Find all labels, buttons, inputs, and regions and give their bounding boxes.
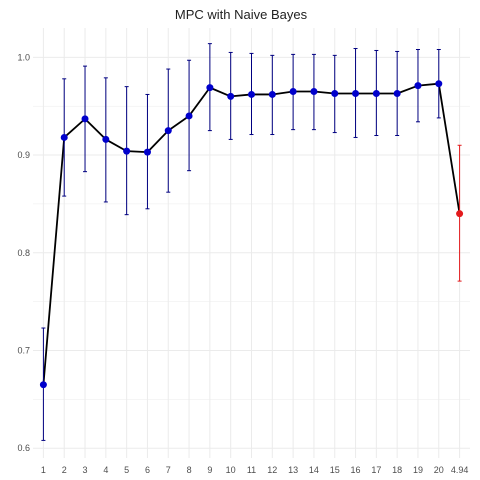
x-tick-label: 11 — [247, 465, 256, 475]
data-point — [331, 89, 339, 97]
x-tick-label: 1 — [41, 465, 46, 475]
y-tick-label: 0.8 — [17, 248, 30, 258]
x-tick-label: 9 — [207, 465, 212, 475]
data-point — [143, 148, 151, 156]
data-point — [352, 89, 360, 97]
data-point — [435, 80, 443, 88]
x-tick-label: 5 — [124, 465, 129, 475]
y-tick-label: 0.7 — [17, 346, 30, 356]
x-axis-ticks: 1 2 3 4 5 6 7 8 9 10 11 12 13 14 15 16 17 18 19 20 4.94 — [41, 465, 468, 475]
x-tick-label: 7 — [166, 465, 171, 475]
data-point — [372, 89, 380, 97]
x-tick-label: 12 — [267, 465, 277, 475]
data-point — [60, 133, 68, 141]
x-tick-label: 6 — [145, 465, 150, 475]
x-tick-label: 10 — [226, 465, 236, 475]
data-point — [164, 127, 172, 135]
data-point — [123, 147, 131, 155]
data-point — [414, 82, 422, 90]
data-point — [81, 115, 89, 123]
data-point — [102, 135, 110, 143]
x-tick-label: 13 — [288, 465, 298, 475]
data-point — [456, 210, 464, 218]
x-tick-label: 17 — [371, 465, 381, 475]
x-tick-label: 18 — [392, 465, 402, 475]
y-axis-ticks: 0.6 0.7 0.8 0.9 1.0 — [17, 52, 30, 453]
chart-title: MPC with Naive Bayes — [175, 7, 308, 22]
data-point — [268, 90, 276, 98]
x-tick-label: 2 — [62, 465, 67, 475]
x-tick-label: 20 — [434, 465, 444, 475]
x-tick-label: 16 — [351, 465, 361, 475]
x-tick-label: 19 — [413, 465, 423, 475]
x-tick-label: 3 — [83, 465, 88, 475]
data-point — [393, 89, 401, 97]
data-points — [39, 80, 464, 389]
data-point — [206, 84, 214, 92]
y-tick-label: 0.9 — [17, 150, 30, 160]
data-point — [227, 92, 235, 100]
data-point — [185, 112, 193, 120]
y-tick-label: 1.0 — [17, 52, 30, 62]
x-tick-label: 14 — [309, 465, 319, 475]
x-tick-label: 4 — [103, 465, 108, 475]
y-tick-label: 0.6 — [17, 443, 30, 453]
data-point — [289, 88, 297, 96]
data-point — [39, 381, 47, 389]
data-point — [248, 90, 255, 98]
x-tick-label: 15 — [330, 465, 340, 475]
data-point — [310, 88, 318, 96]
x-tick-label: 8 — [187, 465, 192, 475]
x-tick-label: 4.94 — [451, 465, 469, 475]
